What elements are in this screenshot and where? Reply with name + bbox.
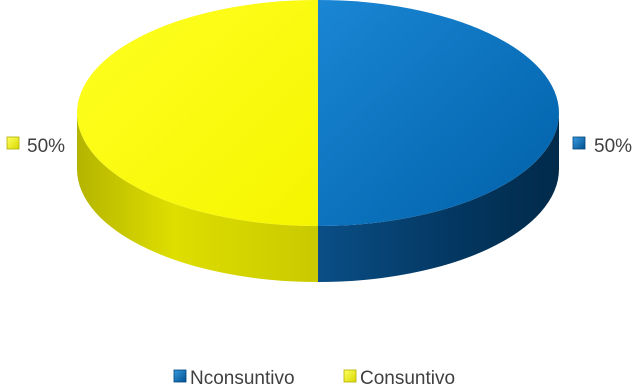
data-label-text-nconsuntivo: 50% [594,136,632,157]
data-label-marker-consuntivo [6,136,20,150]
pie-slice-nconsuntivo [318,0,559,226]
legend-entry-consuntivo: Consuntivo [343,368,455,387]
legend-marker-nconsuntivo [173,369,187,383]
pie-slice-side-consuntivo [77,113,318,282]
pie-slice-consuntivo [77,0,318,226]
legend-label-consuntivo: Consuntivo [360,368,455,387]
data-label-nconsuntivo: 50% [572,136,632,157]
data-label-text-consuntivo: 50% [27,136,65,157]
data-label-marker-nconsuntivo [572,136,586,150]
legend-label-nconsuntivo: Nconsuntivo [190,368,295,387]
legend: Nconsuntivo Consuntivo [173,368,455,387]
legend-marker-consuntivo [343,369,357,383]
data-label-consuntivo: 50% [6,136,65,157]
legend-entry-nconsuntivo: Nconsuntivo [173,368,295,387]
pie-slice-side-nconsuntivo [318,113,559,282]
